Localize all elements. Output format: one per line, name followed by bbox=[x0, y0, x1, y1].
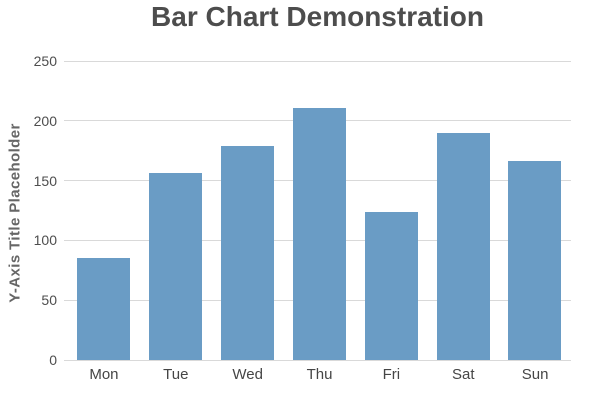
x-tick-label-sun: Sun bbox=[521, 366, 549, 383]
bar-fri bbox=[364, 212, 418, 360]
x-tick-label-sat: Sat bbox=[451, 366, 475, 383]
y-tick-label-100: 100 bbox=[33, 232, 57, 249]
x-tick-label-thu: Thu bbox=[306, 366, 333, 383]
gridline-250 bbox=[64, 60, 571, 62]
y-tick-label-0: 0 bbox=[49, 352, 57, 368]
y-axis-tick-labels: 0 50 100 150 200 250 bbox=[0, 53, 57, 368]
x-tick-label-fri: Fri bbox=[382, 366, 401, 383]
x-axis-tick-labels: Mon Tue Wed Thu Fri Sat Sun bbox=[68, 366, 571, 383]
y-tick-label-200: 200 bbox=[33, 112, 57, 129]
bar-mon bbox=[77, 258, 131, 360]
bar-tue bbox=[149, 173, 203, 360]
y-tick-label-50: 50 bbox=[41, 292, 57, 309]
y-tick-label-250: 250 bbox=[33, 53, 57, 69]
bar-wed bbox=[221, 146, 275, 360]
chart-title: Bar Chart Demonstration bbox=[151, 1, 484, 32]
y-tick-label-150: 150 bbox=[33, 172, 57, 189]
bar-thu bbox=[292, 108, 346, 360]
x-tick-label-tue: Tue bbox=[163, 366, 189, 383]
bar-series bbox=[68, 61, 571, 360]
gridline-0 bbox=[64, 359, 571, 361]
bar-sun bbox=[508, 161, 562, 360]
x-tick-label-mon: Mon bbox=[89, 366, 119, 383]
bar-sat bbox=[436, 133, 490, 360]
x-tick-label-wed: Wed bbox=[232, 366, 263, 383]
